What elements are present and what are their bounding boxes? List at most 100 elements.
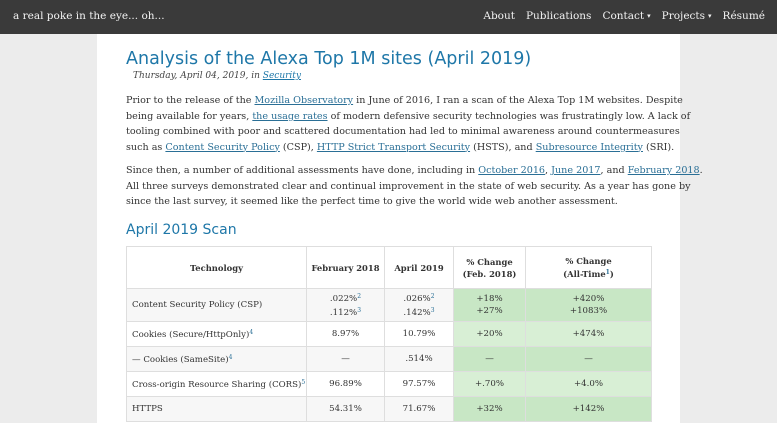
change-feb-cell: +18% +27%: [453, 288, 526, 322]
apr2019-cell: .026%2 .142%3: [384, 288, 454, 322]
inline-link[interactable]: HTTP Strict Transport Security: [316, 141, 471, 153]
article-meta: Thursday, April 04, 2019, in Security: [133, 71, 301, 81]
paragraph-line: such as Content Security Policy (CSP), H…: [126, 140, 674, 156]
change-feb-cell: +20%: [453, 321, 526, 347]
nav-projects-label: Projects: [661, 10, 706, 22]
paragraph-line: tooling combined with poor and scattered…: [126, 124, 680, 140]
technology-cell: Content Security Policy (CSP): [126, 288, 307, 322]
header-change-feb-line1: % Change: [466, 256, 513, 267]
text-run: ,: [545, 165, 552, 176]
value-text: .142%: [403, 308, 431, 318]
table-row: — Cookies (SameSite)4 — .514% — —: [126, 346, 652, 372]
nav-about[interactable]: About: [483, 10, 515, 22]
feb2018-cell: .022%2 .112%3: [306, 288, 385, 322]
nav-resume[interactable]: Résumé: [723, 10, 765, 22]
footnote-link[interactable]: 4: [249, 328, 254, 336]
text-run: such as: [126, 141, 166, 153]
technology-cell: — Cookies (SameSite)4: [126, 346, 307, 372]
value-text: +420%: [572, 294, 605, 304]
header-change-feb-line2: (Feb. 2018): [462, 268, 517, 279]
nav-resume-label: Résumé: [722, 10, 765, 22]
feb2018-cell: —: [306, 346, 385, 372]
change-all-cell: +4.0%: [525, 371, 652, 397]
header-feb2018: February 2018: [306, 246, 385, 289]
value-text: .022%: [329, 294, 358, 304]
nav-menu: About Publications Contact ▾ Projects ▾ Ré…: [483, 10, 765, 22]
chevron-down-icon: ▾: [647, 12, 651, 20]
feb2018-cell: 96.89%: [306, 371, 385, 397]
value-line: .112%3: [310, 305, 381, 319]
text-run: , and: [600, 165, 628, 176]
inline-link[interactable]: Content Security Policy: [165, 141, 280, 153]
followup-paragraph: Since then, a number of additional asses…: [126, 163, 703, 210]
footnote-link[interactable]: 5: [301, 378, 306, 386]
category-link[interactable]: Security: [262, 71, 301, 81]
change-feb-cell: +32%: [453, 396, 526, 422]
table-row: HTTPS 54.31% 71.67% +32% +142%: [126, 396, 652, 422]
text-run: Since then, a number of additional asses…: [126, 165, 479, 176]
article-title[interactable]: Analysis of the Alexa Top 1M sites (Apri…: [126, 49, 532, 69]
header-change-all-close: ): [609, 269, 614, 279]
top-navbar: a real poke in the eye... oh... About Pu…: [0, 0, 777, 34]
inline-link[interactable]: the usage rates: [252, 110, 328, 122]
footnote-link[interactable]: 2: [357, 293, 362, 300]
nav-contact[interactable]: Contact ▾: [602, 10, 650, 22]
value-text: .112%: [329, 308, 358, 318]
paragraph-line: being available for years, the usage rat…: [126, 109, 690, 125]
value-text: +27%: [476, 306, 503, 316]
feb2018-cell: 54.31%: [306, 396, 385, 422]
value-text: +1083%: [569, 306, 608, 316]
nav-publications[interactable]: Publications: [526, 10, 591, 22]
table-header-row: Technology February 2018 April 2019 % Ch…: [126, 246, 652, 289]
header-change-all: % Change (All-Time1): [525, 246, 652, 289]
paragraph-line: Prior to the release of the Mozilla Obse…: [126, 93, 683, 109]
value-line: .026%2: [388, 291, 450, 305]
header-technology: Technology: [126, 246, 307, 289]
footnote-link[interactable]: 3: [430, 307, 435, 314]
text-run: Prior to the release of the: [126, 95, 255, 106]
intro-paragraph: Prior to the release of the Mozilla Obse…: [126, 93, 690, 156]
footnote-link[interactable]: 1: [605, 269, 610, 276]
inline-link[interactable]: Subresource Integrity: [535, 141, 643, 153]
inline-link[interactable]: June 2017: [551, 165, 601, 176]
inline-link[interactable]: February 2018: [627, 165, 700, 176]
inline-link[interactable]: October 2016: [478, 165, 546, 176]
text-run: (CSP),: [279, 141, 317, 153]
technology-text: — Cookies (SameSite): [132, 354, 229, 365]
text-run: (HSTS), and: [470, 141, 536, 153]
change-all-cell: +420% +1083%: [525, 288, 652, 322]
technology-cell: HTTPS: [126, 396, 307, 422]
chevron-down-icon: ▾: [708, 12, 712, 20]
technology-cell: Cross-origin Resource Sharing (CORS)5: [126, 371, 307, 397]
text-run: (SRI).: [642, 141, 675, 153]
apr2019-cell: 71.67%: [384, 396, 454, 422]
apr2019-cell: .514%: [384, 346, 454, 372]
article-container: Analysis of the Alexa Top 1M sites (Apri…: [97, 34, 703, 423]
footnote-link[interactable]: 4: [228, 353, 233, 361]
article-date: Thursday, April 04, 2019, in: [133, 71, 263, 81]
paragraph-line: All three surveys demonstrated clear and…: [126, 179, 691, 195]
section-heading: April 2019 Scan: [126, 222, 237, 238]
site-brand[interactable]: a real poke in the eye... oh...: [13, 10, 165, 22]
value-line: .142%3: [388, 305, 450, 319]
paragraph-line: Since then, a number of additional asses…: [126, 163, 703, 179]
footnote-link[interactable]: 3: [357, 307, 362, 314]
nav-projects[interactable]: Projects ▾: [662, 10, 712, 22]
header-change-all-line2: (All-Time1): [529, 267, 648, 280]
text-run: All three surveys demonstrated clear and…: [126, 180, 691, 192]
inline-link[interactable]: Mozilla Observatory: [254, 95, 354, 106]
change-all-cell: +474%: [525, 321, 652, 347]
footnote-link[interactable]: 2: [430, 293, 435, 300]
text-run: in June of 2016, I ran a scan of the Ale…: [353, 95, 683, 106]
change-feb-cell: —: [453, 346, 526, 372]
table-row: Cookies (Secure/HttpOnly)4 8.97% 10.79% …: [126, 321, 652, 347]
paragraph-line: since the last survey, it seemed like th…: [126, 194, 651, 210]
technology-cell: Cookies (Secure/HttpOnly)4: [126, 321, 307, 347]
text-run: tooling combined with poor and scattered…: [126, 126, 680, 137]
feb2018-cell: 8.97%: [306, 321, 385, 347]
apr2019-cell: 10.79%: [384, 321, 454, 347]
change-feb-cell: +.70%: [453, 371, 526, 397]
text-run: .: [699, 165, 703, 176]
text-run: since the last survey, it seemed like th…: [126, 196, 618, 207]
table-row: Content Security Policy (CSP) .022%2 .11…: [126, 288, 652, 322]
